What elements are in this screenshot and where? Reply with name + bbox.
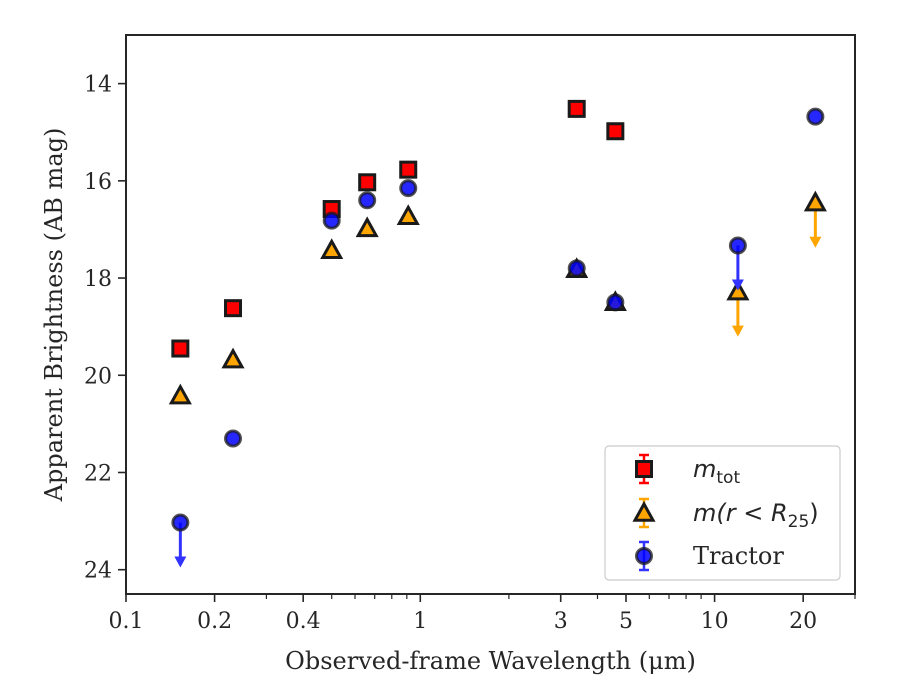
data-point-circle — [728, 236, 747, 255]
legend-label: m(r < R25) — [693, 499, 819, 532]
upper-limit-arrow-head — [809, 236, 822, 248]
data-point-circle — [322, 211, 341, 230]
series-circle — [171, 107, 825, 568]
data-point-triangle — [320, 238, 344, 260]
data-point-circle — [399, 179, 418, 198]
data-point-triangle — [726, 279, 750, 301]
data-point-square — [171, 339, 190, 358]
legend: mtot m(r < R25) Tractor — [604, 445, 841, 581]
upper-limit-arrow-head — [174, 556, 187, 568]
legend-box — [604, 445, 841, 581]
data-point-square — [567, 99, 586, 118]
y-tick-label: 20 — [84, 364, 112, 389]
series-square — [171, 99, 625, 358]
data-point-triangle — [221, 347, 245, 369]
series-triangle — [168, 190, 827, 405]
data-point-square — [399, 160, 418, 179]
x-tick-label: 5 — [619, 609, 633, 634]
upper-limit-arrow-head — [731, 279, 744, 291]
y-tick-label: 18 — [84, 267, 112, 292]
x-axis-label: Observed-frame Wavelength (μm) — [285, 647, 696, 675]
x-tick-label: 10 — [701, 609, 729, 634]
legend-marker-square — [635, 460, 653, 478]
axes: 0.1 0.2 0.4 1 3 5 10 20 14 16 18 20 22 24 — [84, 73, 856, 634]
upper-limit-arrow-head — [731, 325, 744, 337]
x-tick-label: 20 — [789, 609, 817, 634]
data-point-triangle — [396, 204, 420, 226]
data-point-circle — [358, 191, 377, 210]
y-tick-label: 14 — [84, 73, 112, 98]
y-tick-label: 16 — [84, 170, 112, 195]
x-tick-label: 1 — [413, 609, 427, 634]
x-tick-label: 0.1 — [109, 609, 144, 634]
legend-label: Tractor — [693, 542, 784, 570]
data-point-circle — [224, 429, 243, 448]
y-tick-label: 24 — [84, 559, 112, 584]
x-tick-label: 3 — [554, 609, 568, 634]
data-point-square — [606, 122, 625, 141]
data-layer — [168, 99, 827, 568]
data-point-circle — [806, 107, 825, 126]
legend-label: mtot — [693, 455, 740, 488]
data-point-triangle — [355, 216, 379, 238]
legend-marker-triangle — [632, 500, 656, 522]
data-point-triangle — [168, 383, 192, 405]
legend-marker-circle — [635, 547, 653, 565]
data-point-square — [358, 173, 377, 192]
data-point-circle — [606, 293, 625, 312]
y-tick-label: 22 — [84, 461, 112, 486]
data-point-square — [224, 299, 243, 318]
y-axis-label: Apparent Brightness (AB mag) — [40, 128, 68, 503]
data-point-circle — [567, 259, 586, 278]
data-point-triangle — [803, 190, 827, 212]
plot-frame — [125, 34, 856, 595]
x-tick-label: 0.4 — [286, 609, 321, 634]
data-point-circle — [171, 513, 190, 532]
x-tick-label: 0.2 — [197, 609, 232, 634]
